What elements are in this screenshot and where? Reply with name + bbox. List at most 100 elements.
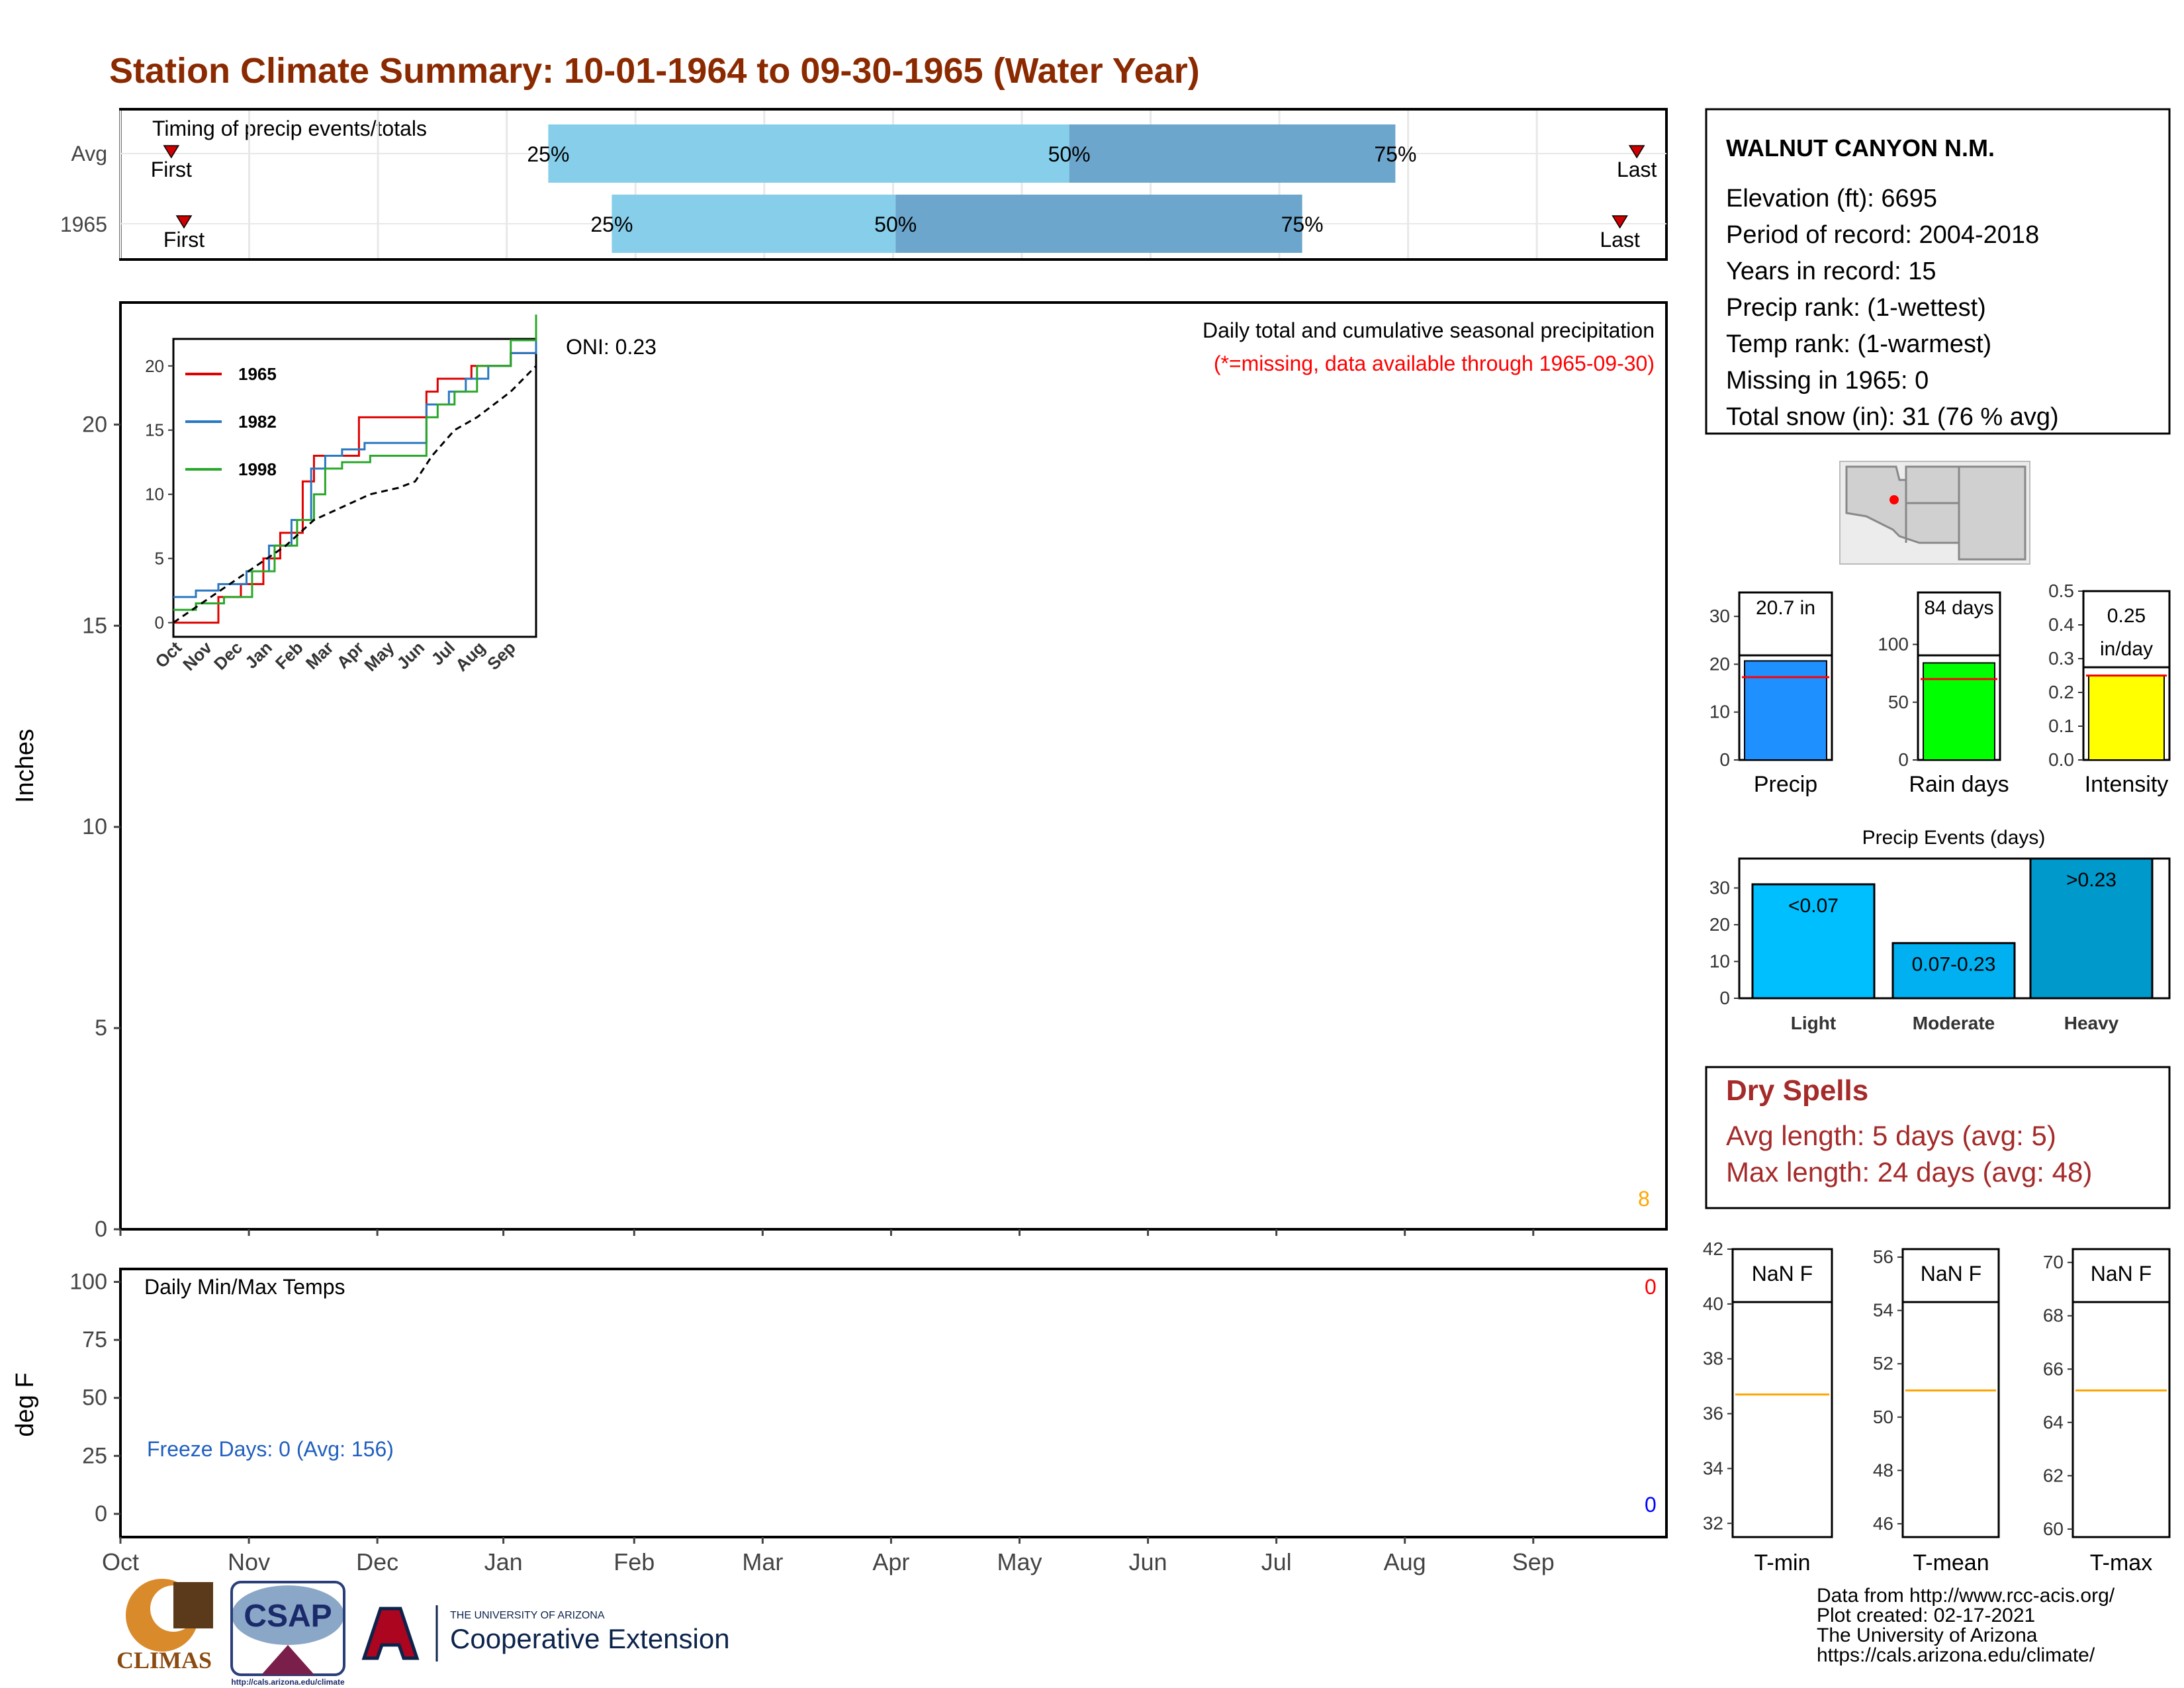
temp-ylabel: deg F — [11, 1372, 39, 1436]
timing-row-year-label: 1965 — [60, 212, 107, 236]
temp-summary-category-label: T-max — [2090, 1550, 2152, 1575]
precip-ytick-label: 20 — [82, 412, 107, 437]
summary-ytick-label: 40 — [1703, 1293, 1723, 1314]
temp-summary-category-label: T-min — [1754, 1550, 1811, 1575]
dry-spells-box: Dry Spells Avg length: 5 days (avg: 5) M… — [1705, 1066, 2171, 1209]
csap-cloud — [232, 1585, 344, 1645]
ua-small-text: THE UNIVERSITY OF ARIZONA — [450, 1610, 605, 1621]
summary-ytick-label: 0.1 — [2048, 716, 2074, 736]
events-ytick-label: 30 — [1709, 877, 1730, 898]
last-event-marker — [1612, 215, 1628, 229]
tmean-summary-chart: 46 48 50 52 54 56 NaN F T-mean — [1873, 1246, 2000, 1575]
temp-ytick-label: 75 — [82, 1327, 107, 1352]
temp-ytick-label: 100 — [69, 1270, 107, 1295]
summary-ytick-label: 50 — [1888, 692, 1909, 712]
station-line-7: Total snow (in): 31 (76 % avg) — [1726, 403, 2059, 431]
raindays-category-label: Rain days — [1909, 772, 2009, 797]
inset-ytick-label: 15 — [145, 420, 164, 440]
footer-line-4: https://cals.arizona.edu/climate/ — [1817, 1644, 2095, 1666]
tmax-summary-chart: 60 62 64 66 68 70 NaN F T-max — [2043, 1248, 2171, 1575]
timing-q75-label: 75% — [1374, 142, 1416, 166]
summary-ytick-label: 0.4 — [2048, 614, 2074, 635]
inset-frame — [172, 338, 537, 638]
temp-xtick-label: Dec — [356, 1548, 398, 1575]
timing-bar-q25-q50 — [548, 124, 1069, 183]
summary-ytick-label: 34 — [1703, 1458, 1723, 1478]
raindays-summary-chart: 0 50 100 84 days Rain days — [1878, 591, 2009, 797]
dry-spells-frame — [1705, 1066, 2171, 1209]
precip-panel: Inches Daily total and cumulative seasona… — [11, 301, 1668, 1242]
ua-block-a — [361, 1607, 420, 1660]
climas-logo: CLIMAS — [116, 1579, 213, 1673]
precip-summary-chart: 0 10 20 30 20.7 in Precip — [1709, 591, 1833, 797]
timing-bar-q25-q50 — [612, 195, 896, 253]
inset-legend-label: 1998 — [238, 459, 277, 479]
station-name: WALNUT CANYON N.M. — [1726, 134, 1995, 162]
inset-avg-line — [173, 365, 537, 624]
precip-subtitle: (*=missing, data available through 1965-… — [1214, 352, 1655, 375]
summary-ytick-label: 0.0 — [2048, 749, 2074, 770]
temp-summary-value-label: NaN F — [2091, 1262, 2152, 1286]
raindays-value-label: 84 days — [1924, 597, 1993, 619]
summary-value-box — [2082, 590, 2171, 669]
temp-xtick-label: Sep — [1512, 1548, 1555, 1575]
events-bar-label: 0.07-0.23 — [1912, 954, 1996, 976]
temp-xtick-label: May — [997, 1548, 1042, 1575]
last-event-marker — [1628, 145, 1645, 159]
climas-logo-text: CLIMAS — [116, 1647, 212, 1673]
events-ytick-label: 10 — [1709, 951, 1730, 971]
events-category-label: Light — [1791, 1013, 1836, 1033]
footer-credits: Data from http://www.rcc-acis.org/ Plot … — [1817, 1585, 2115, 1666]
summary-ytick-label: 0.5 — [2048, 581, 2074, 601]
footer-line-2: Plot created: 02-17-2021 — [1817, 1605, 2035, 1626]
ua-big-text: Cooperative Extension — [450, 1623, 730, 1654]
temp-panel-frame — [119, 1268, 1668, 1538]
timing-panel: Timing of precip events/totals Avg 1965 … — [60, 108, 1668, 261]
summary-ytick-label: 30 — [1709, 606, 1730, 626]
summary-ytick-label: 60 — [2043, 1519, 2064, 1539]
summary-ytick-label: 42 — [1703, 1239, 1723, 1259]
events-ytick-label: 0 — [1719, 988, 1730, 1008]
summary-ytick-label: 36 — [1703, 1403, 1723, 1424]
summary-ytick-label: 100 — [1878, 634, 1909, 655]
dry-spells-max: Max length: 24 days (avg: 48) — [1726, 1156, 2092, 1188]
inset-chart: 19651982199805101520OctNovDecJanFebMarAp… — [145, 314, 537, 675]
temp-summary-value-label: NaN F — [1921, 1262, 1981, 1286]
summary-ytick-label: 0.3 — [2048, 648, 2074, 669]
timing-q50-label: 50% — [1048, 142, 1091, 166]
map-borders — [1905, 467, 1960, 559]
temp-xtick-label: Jul — [1261, 1548, 1292, 1575]
station-info-box: WALNUT CANYON N.M. Elevation (ft): 6695 … — [1705, 108, 2171, 435]
temp-xtick-label: Nov — [228, 1548, 270, 1575]
summary-ytick-label: 0.2 — [2048, 682, 2074, 702]
summary-ytick-label: 32 — [1703, 1513, 1723, 1533]
temp-summary-value-label: NaN F — [1752, 1262, 1813, 1286]
summary-ytick-label: 46 — [1873, 1513, 1893, 1534]
temp-xtick-label: Jan — [484, 1548, 523, 1575]
timing-q50-label: 50% — [874, 212, 917, 236]
events-bar-label: >0.23 — [2066, 869, 2116, 891]
dry-spells-title: Dry Spells — [1726, 1074, 1868, 1107]
station-line-2: Period of record: 2004-2018 — [1726, 221, 2039, 249]
footer-line-1: Data from http://www.rcc-acis.org/ — [1817, 1585, 2115, 1607]
summary-ytick-label: 68 — [2043, 1305, 2064, 1326]
precip-ytick-label: 0 — [95, 1217, 107, 1242]
events-ytick-label: 20 — [1709, 914, 1730, 935]
max-daily-label: 8 — [1638, 1187, 1650, 1211]
timing-q25-label: 25% — [590, 212, 633, 236]
temp-ytick-label: 50 — [82, 1385, 107, 1411]
ua-logo: THE UNIVERSITY OF ARIZONA Cooperative Ex… — [361, 1605, 730, 1662]
station-line-3: Years in record: 15 — [1726, 258, 1936, 285]
events-bar — [1751, 883, 1876, 1000]
temp-summary-category-label: T-mean — [1913, 1550, 1989, 1575]
station-frame — [1705, 108, 2171, 435]
precip-title: Daily total and cumulative seasonal prec… — [1203, 318, 1655, 342]
intensity-summary-chart: 0.0 0.1 0.2 0.3 0.4 0.5 0.25 in/day Intensity — [2048, 581, 2171, 797]
events-category-label: Heavy — [2064, 1013, 2119, 1033]
temp-summary-value-box — [1731, 1248, 1833, 1303]
intensity-category-label: Intensity — [2085, 772, 2169, 797]
inset-series-line — [173, 340, 537, 624]
summary-ytick-label: 10 — [1709, 702, 1730, 722]
precip-category-label: Precip — [1754, 772, 1817, 797]
summary-ytick-label: 50 — [1873, 1407, 1893, 1427]
